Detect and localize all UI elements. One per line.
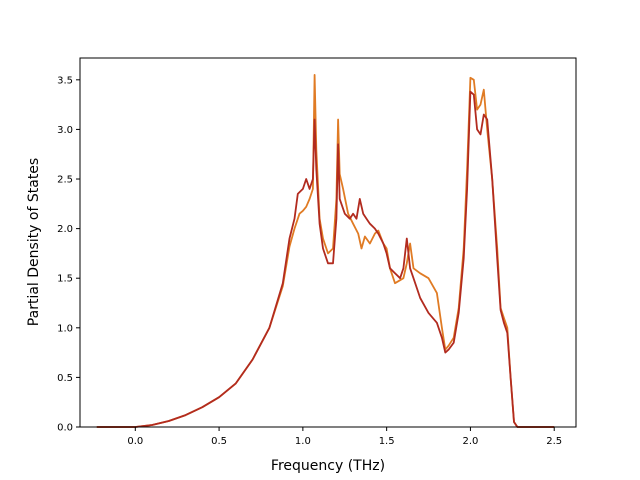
x-axis-ticks: 0.0 0.5 1.0 1.5 2.0 2.5 xyxy=(127,427,562,447)
y-axis-label: Partial Density of States xyxy=(26,158,42,326)
series-line-2 xyxy=(96,90,555,428)
y-tick-label: 2.0 xyxy=(57,224,73,235)
x-tick-label: 2.0 xyxy=(462,436,478,447)
x-tick-label: 0.5 xyxy=(211,436,227,447)
x-tick-label: 1.5 xyxy=(379,436,395,447)
y-tick-label: 1.0 xyxy=(57,323,73,334)
y-tick-label: 3.5 xyxy=(57,75,73,86)
x-tick-label: 2.5 xyxy=(546,436,562,447)
series-line-1 xyxy=(96,74,555,428)
y-tick-label: 3.0 xyxy=(57,125,73,136)
y-tick-label: 1.5 xyxy=(57,274,73,285)
y-axis-ticks: 0.0 0.5 1.0 1.5 2.0 2.5 3.0 3.5 xyxy=(57,75,80,434)
plot-lines xyxy=(96,74,555,428)
y-tick-label: 0.5 xyxy=(57,373,73,384)
x-axis-label: Frequency (THz) xyxy=(271,458,385,474)
x-tick-label: 1.0 xyxy=(295,436,311,447)
plot-frame xyxy=(79,57,577,428)
y-tick-label: 0.0 xyxy=(57,423,73,434)
x-tick-label: 0.0 xyxy=(127,436,143,447)
y-tick-label: 2.5 xyxy=(57,175,73,186)
